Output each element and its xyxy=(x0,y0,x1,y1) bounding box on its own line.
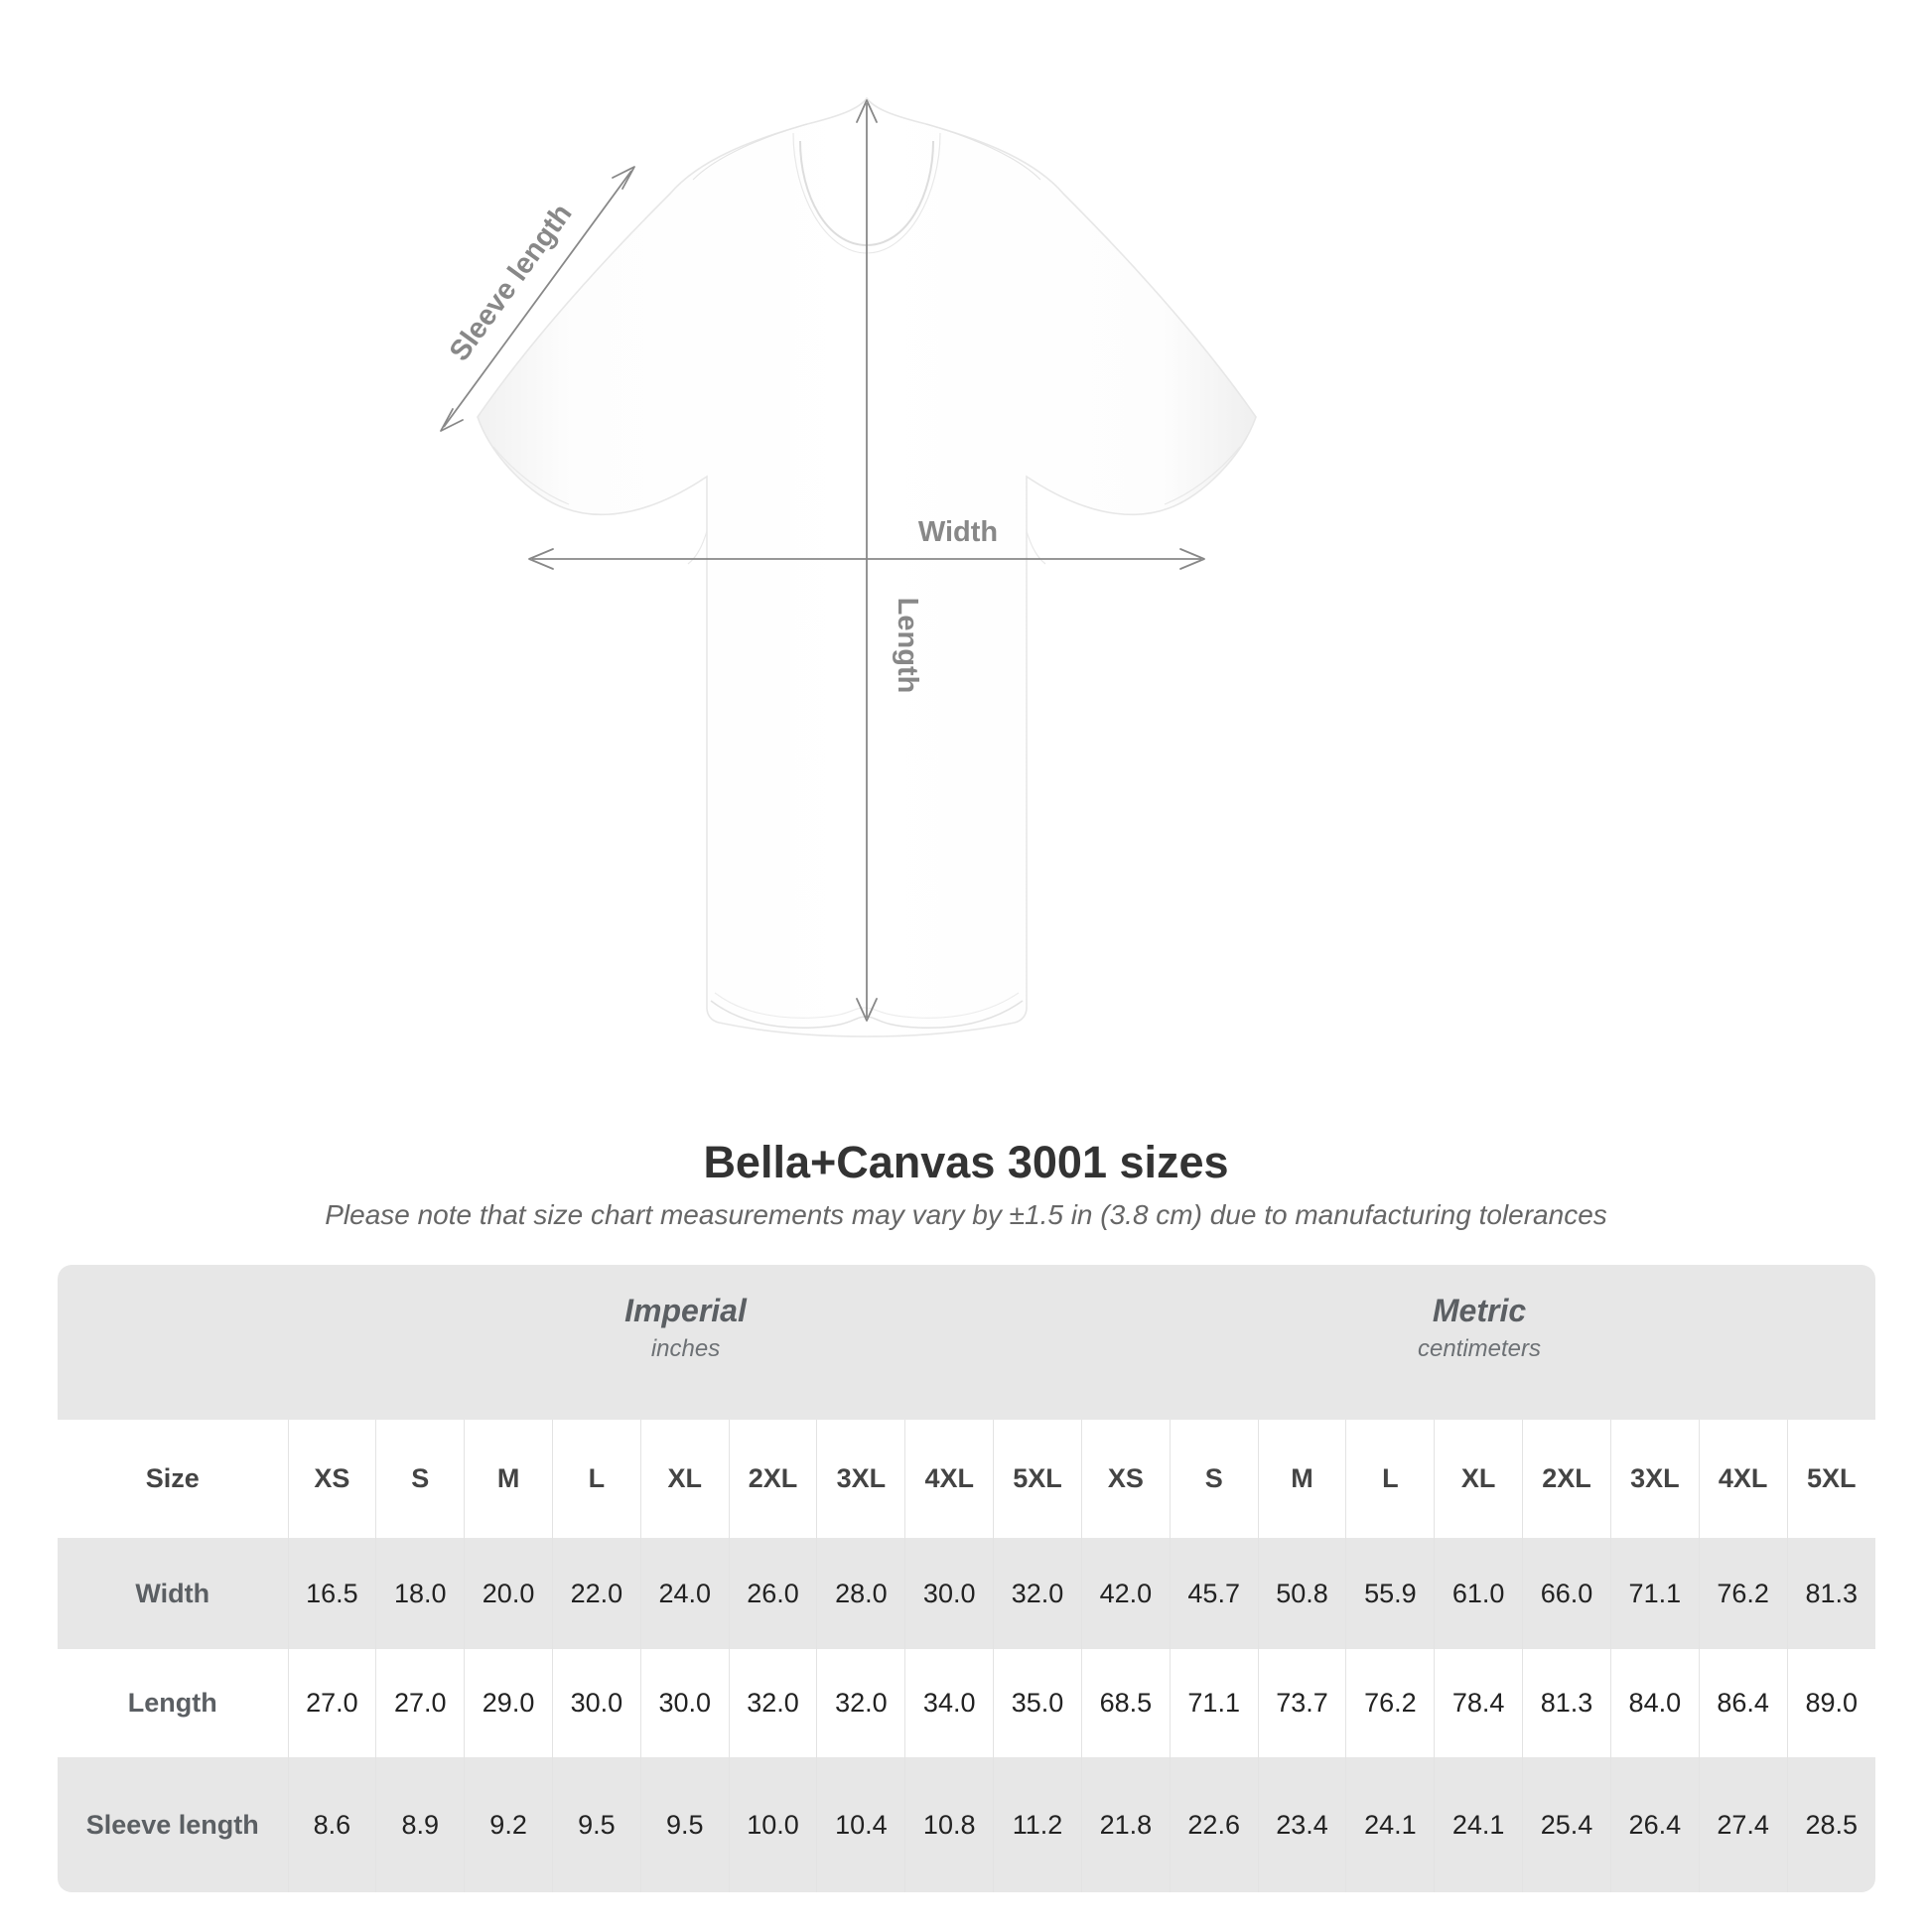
svg-text:Width: Width xyxy=(918,516,998,548)
svg-text:Length: Length xyxy=(892,598,923,694)
